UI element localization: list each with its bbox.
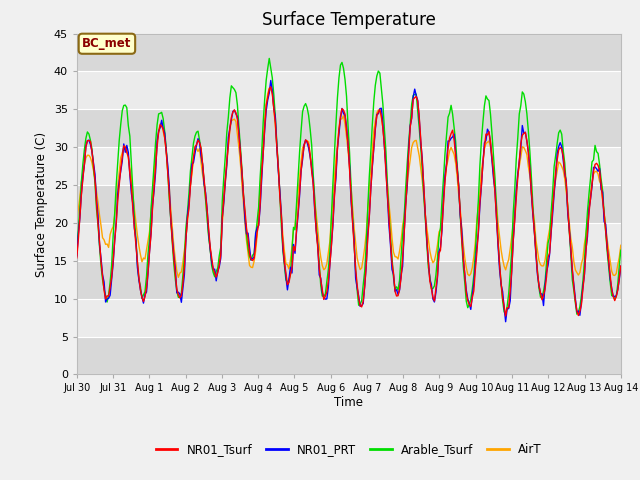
AirT: [264, 91, 271, 96]
Bar: [77, 72, 621, 109]
NR01_PRT: [267, 78, 275, 84]
NR01_Tsurf: [262, 102, 270, 108]
AirT: [255, 207, 262, 213]
Bar: [77, 336, 621, 374]
Arable_Tsurf: [262, 77, 270, 83]
NR01_PRT: [589, 165, 597, 170]
Bar: [77, 109, 621, 147]
NR01_PRT: [253, 225, 261, 231]
AirT: [140, 255, 147, 261]
NR01_PRT: [262, 108, 270, 113]
Y-axis label: Surface Temperature (C): Surface Temperature (C): [35, 132, 48, 276]
NR01_PRT: [617, 264, 625, 269]
NR01_Tsurf: [73, 255, 81, 261]
Bar: [77, 261, 621, 299]
AirT: [175, 275, 182, 280]
NR01_PRT: [312, 228, 320, 233]
NR01_Tsurf: [140, 299, 147, 304]
Bar: [77, 299, 621, 336]
Arable_Tsurf: [502, 312, 509, 318]
Arable_Tsurf: [235, 124, 243, 130]
Arable_Tsurf: [266, 56, 273, 61]
Arable_Tsurf: [312, 221, 320, 227]
NR01_Tsurf: [253, 229, 261, 235]
NR01_PRT: [502, 319, 509, 324]
Line: NR01_Tsurf: NR01_Tsurf: [77, 87, 621, 316]
NR01_PRT: [73, 253, 81, 259]
Bar: [77, 223, 621, 261]
NR01_PRT: [235, 130, 243, 136]
NR01_Tsurf: [235, 133, 243, 139]
Text: BC_met: BC_met: [82, 37, 132, 50]
AirT: [266, 85, 273, 91]
AirT: [617, 242, 625, 248]
Arable_Tsurf: [73, 244, 81, 250]
AirT: [589, 171, 597, 177]
Arable_Tsurf: [140, 292, 147, 298]
NR01_Tsurf: [267, 84, 275, 90]
Line: AirT: AirT: [77, 88, 621, 277]
Arable_Tsurf: [589, 157, 597, 163]
X-axis label: Time: Time: [334, 396, 364, 409]
Line: NR01_PRT: NR01_PRT: [77, 81, 621, 322]
Bar: [77, 185, 621, 223]
AirT: [237, 161, 244, 167]
NR01_Tsurf: [589, 168, 597, 174]
Arable_Tsurf: [253, 218, 261, 224]
NR01_Tsurf: [312, 228, 320, 234]
Bar: [77, 147, 621, 185]
NR01_PRT: [140, 300, 147, 306]
AirT: [314, 226, 321, 232]
Bar: [77, 34, 621, 72]
Title: Surface Temperature: Surface Temperature: [262, 11, 436, 29]
Arable_Tsurf: [617, 247, 625, 253]
NR01_Tsurf: [502, 313, 509, 319]
NR01_Tsurf: [617, 263, 625, 269]
Line: Arable_Tsurf: Arable_Tsurf: [77, 59, 621, 315]
AirT: [73, 218, 81, 224]
Legend: NR01_Tsurf, NR01_PRT, Arable_Tsurf, AirT: NR01_Tsurf, NR01_PRT, Arable_Tsurf, AirT: [151, 438, 547, 461]
